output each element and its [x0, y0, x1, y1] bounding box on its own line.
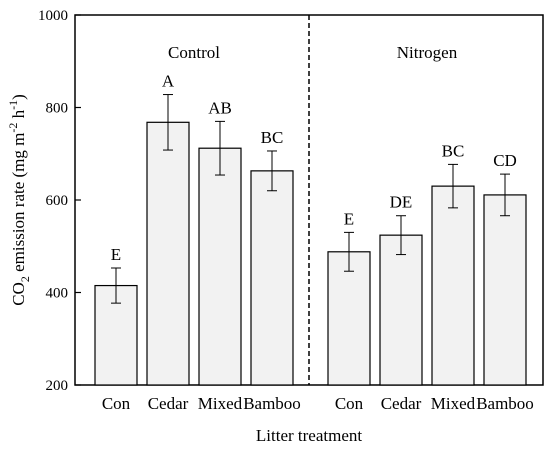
group-label-nitrogen: Nitrogen	[397, 43, 458, 62]
x-axis-label: Litter treatment	[256, 426, 362, 445]
bar	[379, 234, 423, 386]
bars-layer: E Con A Cedar AB Mixed BC Bamboo E Con DE Cedar BC Mi…	[94, 72, 534, 413]
y-tick-label: 1000	[38, 8, 68, 24]
bar	[327, 251, 371, 386]
ticks-layer: 200 400 600 800 1000	[38, 8, 81, 394]
x-tick-label: Cedar	[148, 394, 189, 413]
bar	[483, 194, 527, 386]
significance-letter: E	[111, 245, 121, 264]
bar	[431, 185, 475, 386]
bar	[198, 147, 242, 386]
significance-letter: CD	[493, 151, 517, 170]
y-tick-label: 600	[46, 193, 69, 209]
bar	[146, 121, 190, 386]
significance-letter: BC	[442, 141, 465, 160]
y-tick-label: 400	[46, 286, 69, 302]
y-tick-label: 200	[46, 378, 69, 394]
significance-letter: AB	[208, 98, 232, 117]
x-tick-label: Con	[102, 394, 131, 413]
y-tick-label: 800	[46, 101, 69, 117]
x-tick-label: Bamboo	[476, 394, 534, 413]
x-tick-label: Mixed	[198, 394, 243, 413]
group-label-control: Control	[168, 43, 220, 62]
significance-letter: E	[344, 209, 354, 228]
bar	[250, 170, 294, 386]
significance-letter: A	[162, 72, 175, 91]
x-tick-label: Mixed	[431, 394, 476, 413]
significance-letter: DE	[390, 193, 413, 212]
x-tick-label: Con	[335, 394, 364, 413]
x-tick-label: Cedar	[381, 394, 422, 413]
y-axis-label: CO2 emission rate (mg m-2 h-1)	[6, 94, 32, 306]
significance-letter: BC	[261, 128, 284, 147]
x-tick-label: Bamboo	[243, 394, 301, 413]
